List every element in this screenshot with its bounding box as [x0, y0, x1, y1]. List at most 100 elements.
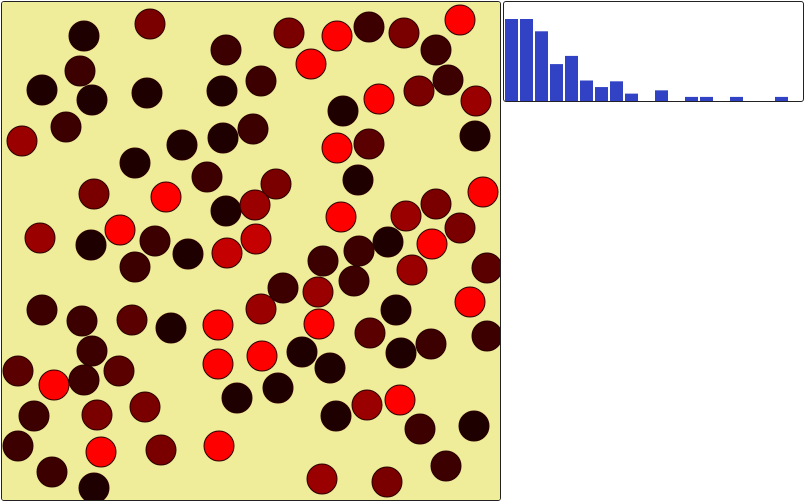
histogram-bar	[655, 90, 668, 101]
particle-disc	[363, 83, 395, 115]
particle-disc	[221, 382, 253, 414]
histogram-chart	[505, 19, 788, 101]
particle-disc-group	[2, 4, 500, 500]
particle-disc	[388, 17, 420, 49]
particle-disc	[145, 434, 177, 466]
particle-disc	[327, 95, 359, 127]
particle-disc	[432, 64, 464, 96]
particle-disc	[321, 132, 353, 164]
particle-disc	[260, 168, 292, 200]
particle-disc	[134, 8, 166, 40]
particle-disc	[239, 189, 271, 221]
particle-disc	[390, 200, 422, 232]
particle-disc	[103, 355, 135, 387]
histogram-bar	[700, 96, 713, 101]
particle-disc	[129, 391, 161, 423]
particle-disc	[207, 122, 239, 154]
particle-disc	[372, 226, 404, 258]
particle-disc	[403, 75, 435, 107]
particle-disc	[273, 17, 305, 49]
particle-disc	[78, 178, 110, 210]
particle-disc	[380, 294, 412, 326]
particle-disc	[267, 272, 299, 304]
particle-disc	[338, 265, 370, 297]
particle-disc	[444, 4, 476, 36]
particle-disc	[38, 369, 70, 401]
particle-disc	[64, 55, 96, 87]
particle-disc	[353, 128, 385, 160]
particle-disc	[384, 384, 416, 416]
histogram-bar-group	[505, 19, 788, 101]
particle-disc	[24, 222, 56, 254]
histogram-bar	[595, 87, 608, 101]
particle-disc	[325, 201, 357, 233]
particle-disc	[210, 195, 242, 227]
particle-disc	[246, 340, 278, 372]
particle-disc	[66, 305, 98, 337]
particle-disc	[396, 254, 428, 286]
particle-disc	[262, 372, 294, 404]
particle-disc	[210, 34, 242, 66]
particle-disc	[420, 34, 452, 66]
particle-disc	[303, 308, 335, 340]
particle-disc	[321, 20, 353, 52]
histogram-bar	[625, 93, 638, 101]
particle-disc	[454, 286, 486, 318]
particle-disc	[150, 181, 182, 213]
particle-disc	[320, 400, 352, 432]
particle-disc	[467, 176, 499, 208]
particle-disc	[119, 251, 151, 283]
particle-disc	[131, 77, 163, 109]
particle-disc	[415, 328, 447, 360]
particle-disc	[459, 120, 491, 152]
particle-disc	[26, 74, 58, 106]
particle-disc	[306, 463, 338, 495]
particle-disc	[245, 65, 277, 97]
histogram-bar	[535, 31, 548, 101]
particle-disc	[36, 456, 68, 488]
particle-disc	[2, 355, 34, 387]
histogram-bar	[565, 55, 578, 101]
speed-histogram-panel	[503, 1, 804, 102]
histogram-bar	[505, 19, 518, 101]
particle-disc	[85, 436, 117, 468]
particle-disc	[371, 466, 403, 498]
particle-disc	[50, 111, 82, 143]
particle-disc	[202, 309, 234, 341]
particle-disc	[240, 223, 272, 255]
particle-disc	[444, 212, 476, 244]
particle-disc	[166, 129, 198, 161]
histogram-bar	[520, 19, 533, 101]
particle-disc	[2, 430, 34, 462]
particle-disc	[343, 235, 375, 267]
particle-disc	[286, 336, 318, 368]
histogram-bar	[775, 96, 788, 101]
particle-disc	[354, 317, 386, 349]
histogram-bar	[580, 80, 593, 101]
particle-disc	[119, 147, 151, 179]
particle-disc	[6, 125, 38, 157]
particle-disc	[75, 229, 107, 261]
particle-disc	[18, 400, 50, 432]
particle-disc	[404, 413, 436, 445]
particle-disc	[420, 188, 452, 220]
particle-disc	[353, 11, 385, 43]
particle-disc	[460, 85, 492, 117]
particle-disc	[191, 161, 223, 193]
particle-disc	[68, 20, 100, 52]
particle-disc	[307, 245, 339, 277]
particle-disc	[104, 214, 136, 246]
particle-disc	[116, 304, 148, 336]
particle-field	[2, 2, 500, 500]
particle-disc	[430, 450, 462, 482]
particle-disc	[68, 364, 100, 396]
particle-disc	[458, 410, 490, 442]
particle-disc	[203, 430, 235, 462]
particle-disc	[206, 75, 238, 107]
histogram-bar	[730, 96, 743, 101]
particle-disc	[202, 348, 234, 380]
particle-disc	[351, 389, 383, 421]
histogram-bar	[550, 64, 563, 101]
particle-disc	[155, 312, 187, 344]
particle-disc	[342, 164, 374, 196]
